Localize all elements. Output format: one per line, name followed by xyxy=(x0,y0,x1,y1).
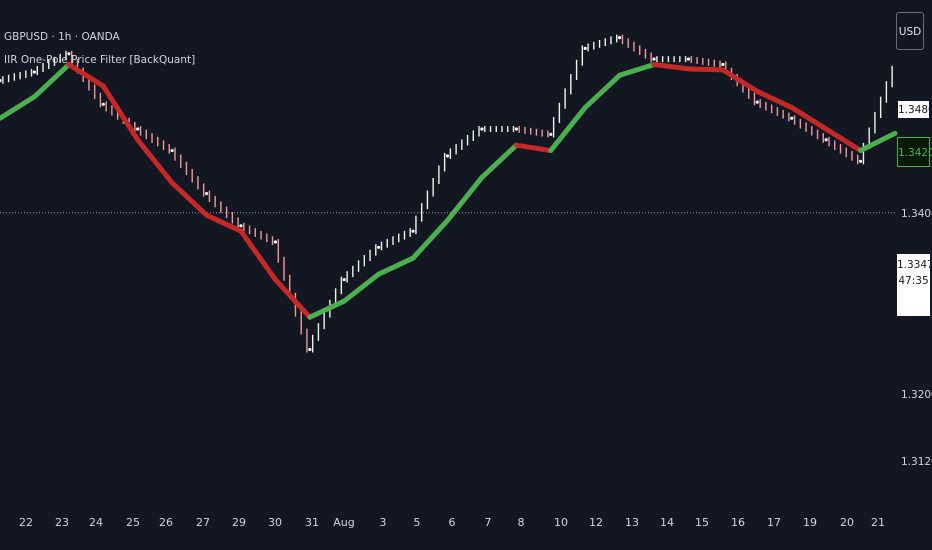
date-tick: 5 xyxy=(413,516,421,529)
price-point xyxy=(101,102,105,106)
last-price-label: 1.34807 xyxy=(897,100,932,119)
filter-segment xyxy=(66,62,106,89)
date-tick: 3 xyxy=(379,516,387,529)
price-point xyxy=(204,191,209,196)
date-tick: Aug xyxy=(333,516,355,529)
price-point xyxy=(377,245,381,249)
date-tick: 13 xyxy=(625,516,639,529)
price-point xyxy=(67,52,71,56)
filter-segment xyxy=(100,83,141,143)
price-point xyxy=(411,229,415,233)
price-point xyxy=(755,100,759,104)
price-point xyxy=(170,148,174,153)
date-tick: 27 xyxy=(196,516,210,529)
crosshair-price: 1.33471 xyxy=(897,259,932,271)
price-point xyxy=(273,240,277,244)
date-tick: 17 xyxy=(767,516,781,529)
symbol-title[interactable]: GBPUSD · 1h · OANDA xyxy=(4,31,120,43)
filter-segment xyxy=(789,105,829,132)
date-tick: 30 xyxy=(268,516,282,529)
filter-segment xyxy=(135,137,175,186)
filter-segment xyxy=(376,255,416,277)
price-point xyxy=(858,159,863,163)
price-point xyxy=(136,127,140,131)
date-tick: 25 xyxy=(126,516,140,529)
price-point xyxy=(583,46,587,50)
filter-segment xyxy=(582,72,623,111)
price-point xyxy=(824,138,828,142)
filter-segment xyxy=(169,180,210,218)
price-series xyxy=(0,34,893,353)
filter-segment xyxy=(272,277,313,320)
filter-segment xyxy=(31,62,72,100)
currency-button[interactable]: USD xyxy=(896,12,924,50)
filter-segment xyxy=(445,174,485,223)
filter-segment xyxy=(341,271,382,304)
price-tick: 1.32000 xyxy=(901,389,932,401)
filter-segment xyxy=(238,228,278,283)
filter-segment xyxy=(410,217,450,261)
date-tick: 22 xyxy=(19,516,33,529)
date-tick: 14 xyxy=(660,516,674,529)
filter-segment xyxy=(548,105,588,154)
filter-segment xyxy=(651,62,691,72)
date-tick: 10 xyxy=(554,516,568,529)
price-point xyxy=(239,224,243,228)
filter-segment xyxy=(754,88,795,111)
date-tick: 26 xyxy=(159,516,173,529)
filter-segment xyxy=(823,126,864,154)
price-point xyxy=(721,62,725,67)
date-tick: 6 xyxy=(448,516,456,529)
price-point xyxy=(445,154,450,158)
filter-segment xyxy=(307,298,347,320)
date-tick: 8 xyxy=(517,516,525,529)
date-tick: 7 xyxy=(484,516,492,529)
price-point xyxy=(686,57,691,61)
price-tick: 1.31200 xyxy=(901,456,932,468)
date-tick: 20 xyxy=(840,516,854,529)
filter-segment xyxy=(513,142,554,154)
price-point xyxy=(0,79,2,83)
filter-segment xyxy=(204,212,244,234)
filter-segment xyxy=(479,142,519,180)
filter-segment xyxy=(0,94,37,121)
date-tick: 16 xyxy=(731,516,745,529)
price-point xyxy=(652,57,656,61)
indicator-title[interactable]: IIR One-Pole Price Filter [BackQuant] xyxy=(4,54,196,66)
filter-line xyxy=(0,62,898,320)
date-tick: 29 xyxy=(232,516,246,529)
price-point xyxy=(790,116,794,120)
price-point xyxy=(480,127,484,131)
filter-segment xyxy=(720,67,760,94)
filter-segment xyxy=(685,66,726,73)
date-tick: 24 xyxy=(89,516,103,529)
filter-segment xyxy=(858,130,898,154)
price-point xyxy=(514,127,518,131)
price-point xyxy=(549,132,553,137)
date-tick: 19 xyxy=(803,516,817,529)
price-tick: 1.34000 xyxy=(901,208,932,220)
date-tick: 15 xyxy=(695,516,709,529)
date-tick: 12 xyxy=(589,516,603,529)
price-point xyxy=(32,70,37,74)
date-tick: 31 xyxy=(305,516,319,529)
price-point xyxy=(342,277,346,282)
price-point xyxy=(308,347,312,352)
filter-value-label: 1.34205 xyxy=(897,137,932,167)
bar-countdown: 47:35 xyxy=(898,275,929,287)
crosshair-price-label: 1.33471 47:35 xyxy=(897,254,932,316)
date-tick: 21 xyxy=(871,516,885,529)
price-point xyxy=(618,36,622,40)
filter-segment xyxy=(617,62,657,78)
date-tick: 23 xyxy=(55,516,69,529)
